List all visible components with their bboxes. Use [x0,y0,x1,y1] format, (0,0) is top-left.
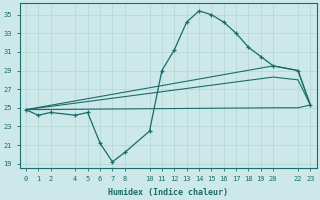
X-axis label: Humidex (Indice chaleur): Humidex (Indice chaleur) [108,188,228,197]
